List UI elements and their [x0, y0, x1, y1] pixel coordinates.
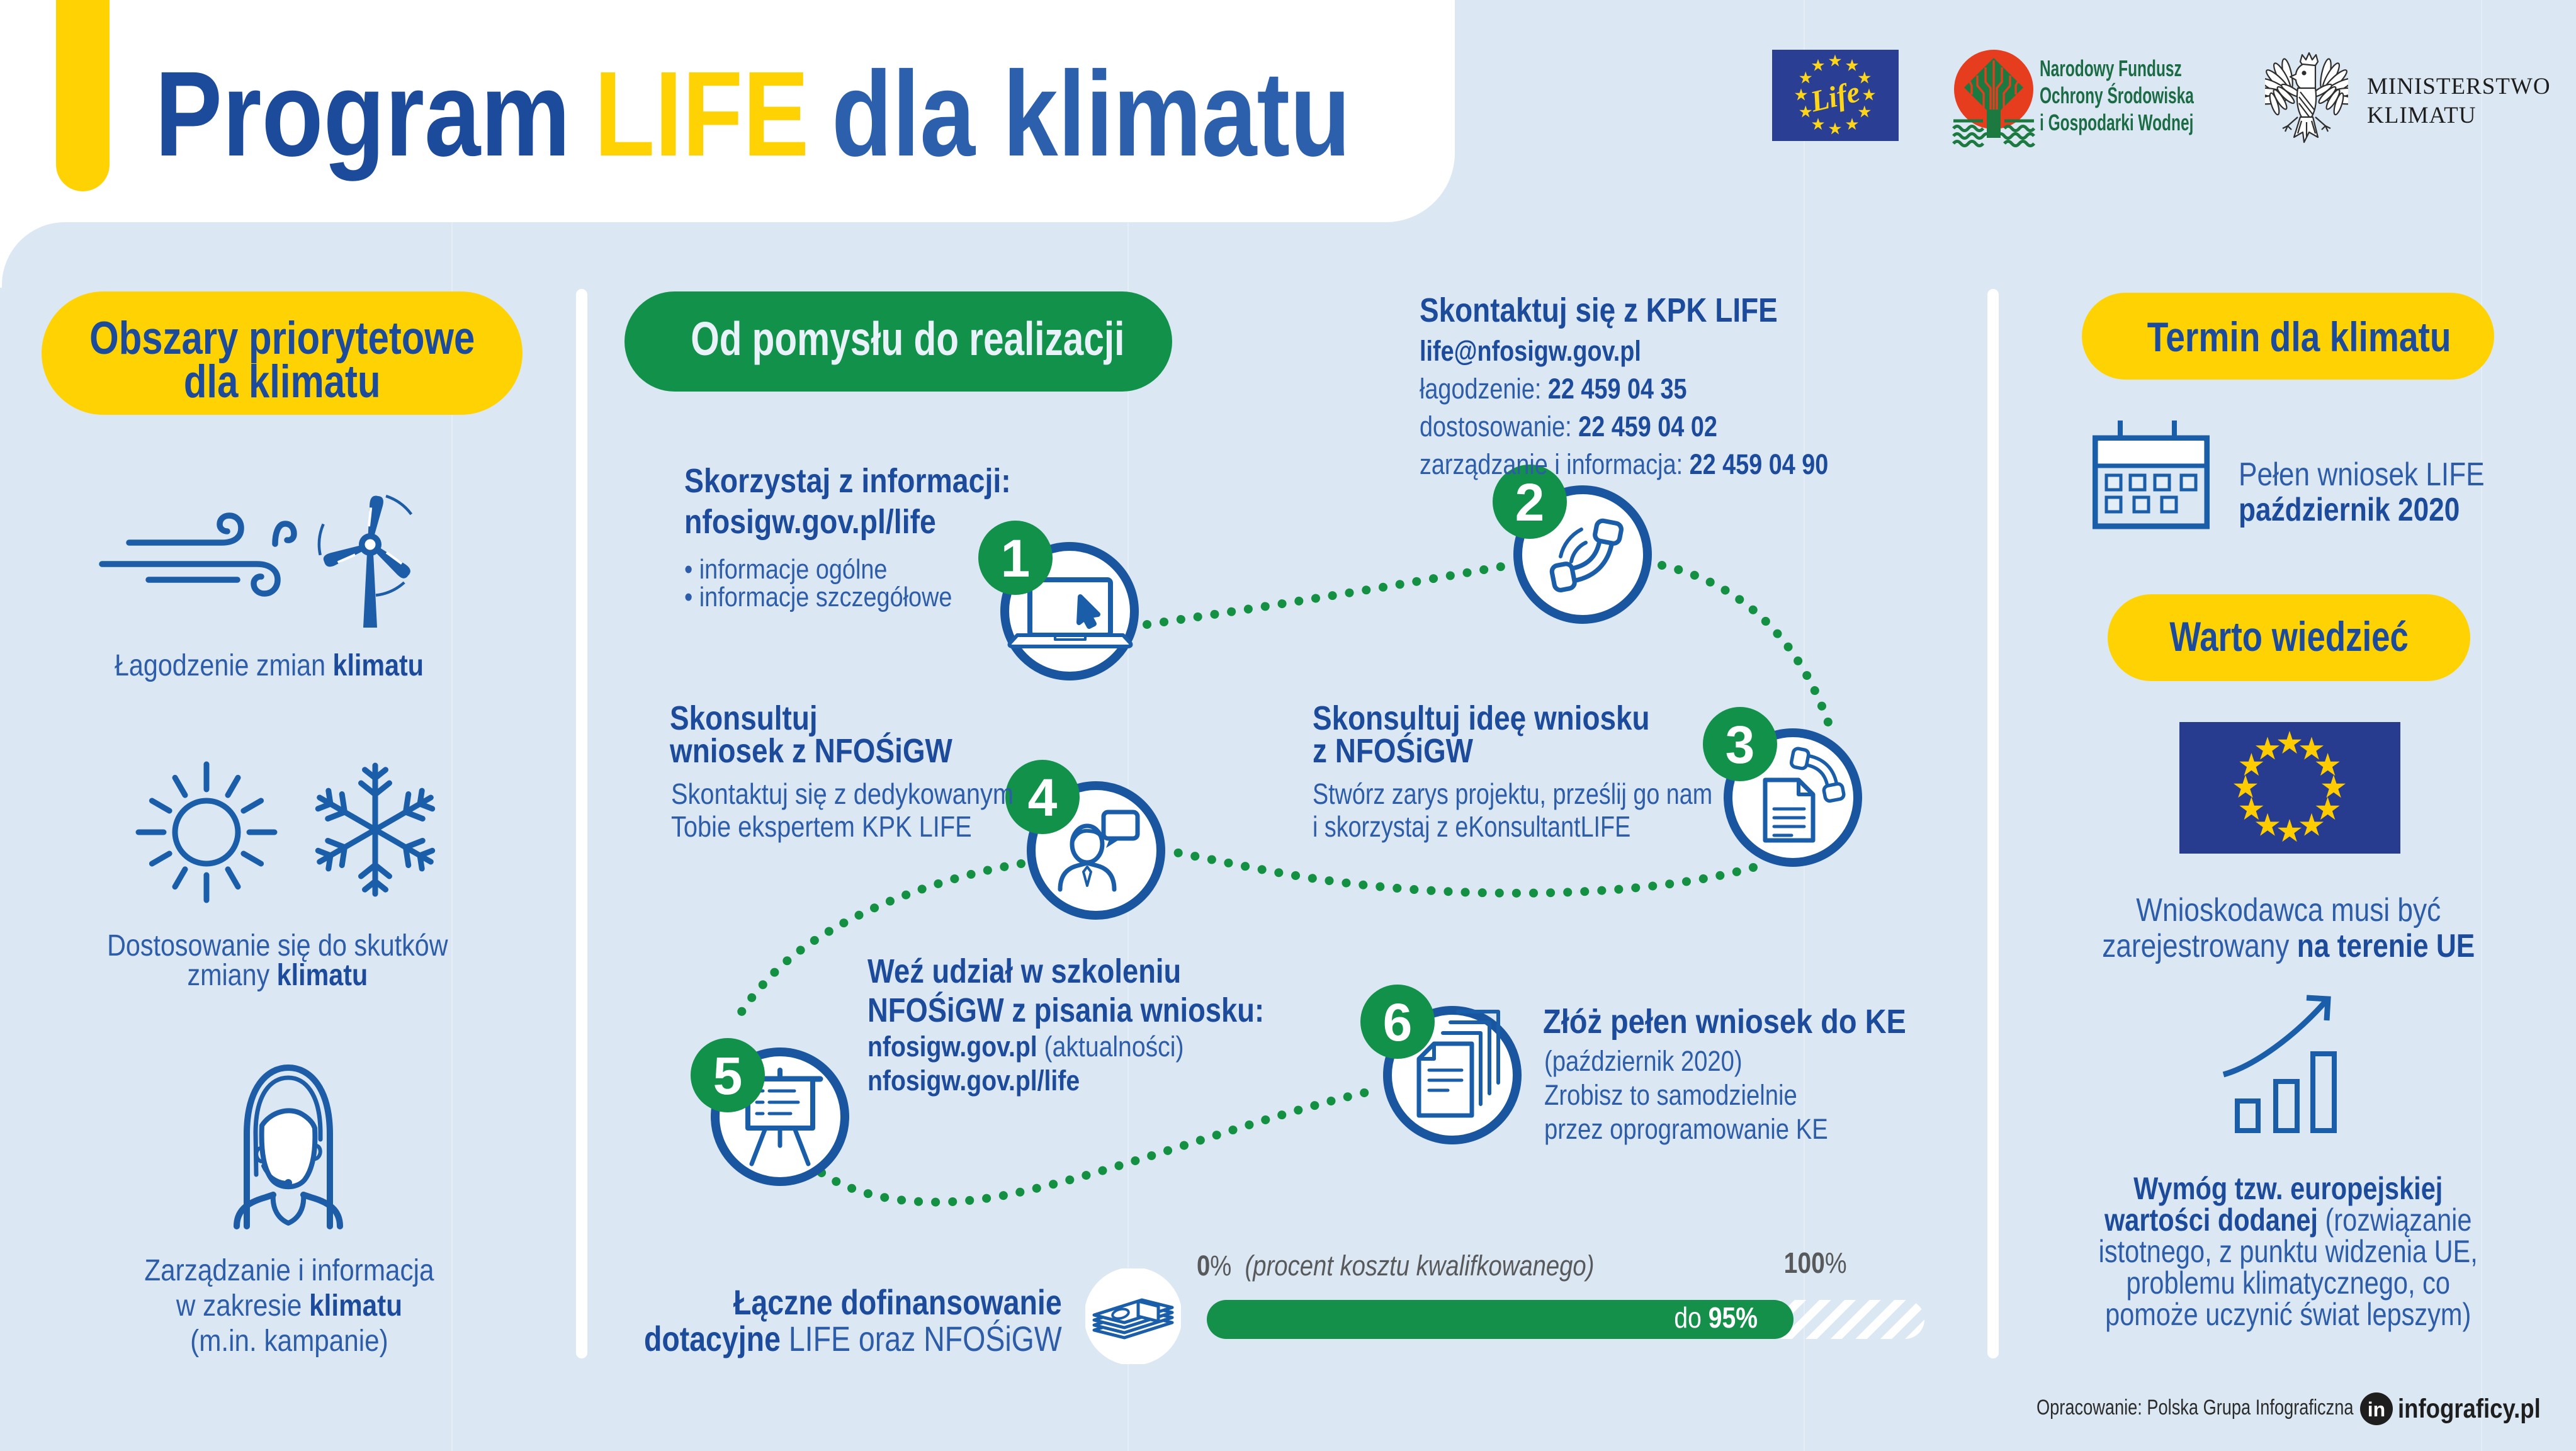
svg-text:5: 5: [713, 1046, 743, 1105]
svg-text:1: 1: [1001, 529, 1031, 588]
svg-text:4: 4: [1028, 768, 1058, 827]
svg-text:6: 6: [1383, 993, 1413, 1052]
svg-text:2: 2: [1515, 473, 1545, 532]
svg-text:in: in: [2368, 1398, 2385, 1421]
svg-text:3: 3: [1726, 715, 1755, 774]
